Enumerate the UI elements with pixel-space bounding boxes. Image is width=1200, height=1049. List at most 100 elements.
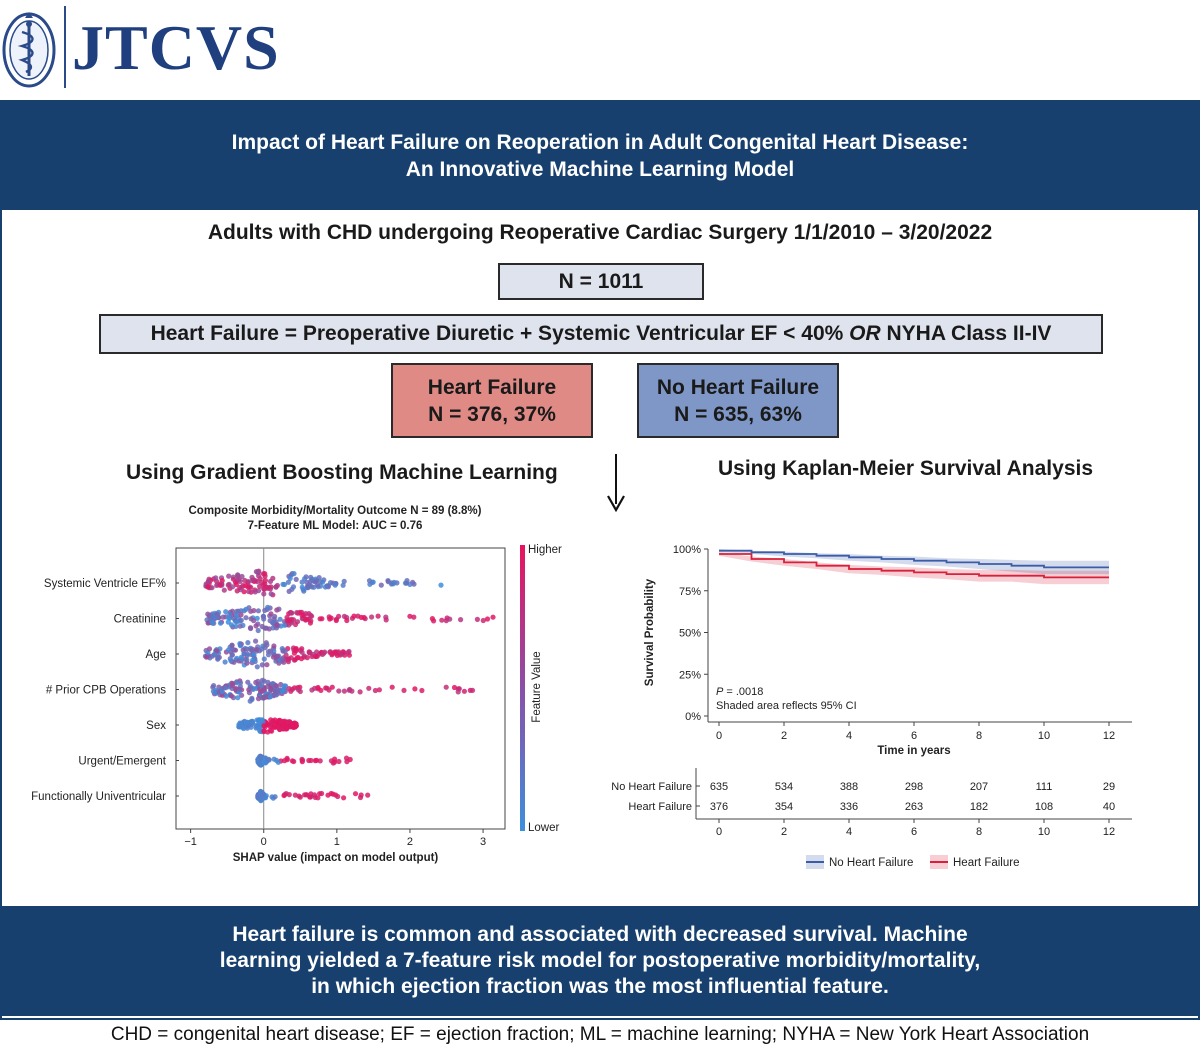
shap-point — [274, 653, 281, 659]
km-curve-hf — [719, 553, 1109, 579]
shap-point — [332, 582, 338, 588]
shap-point — [484, 616, 491, 622]
shap-point — [383, 617, 389, 623]
colorbar-high-label: Higher — [528, 544, 562, 556]
shap-point — [244, 651, 251, 657]
shap-point — [273, 757, 280, 763]
shap-feature-label: Urgent/Emergent — [78, 756, 166, 768]
shap-x-tick-label: 2 — [407, 836, 413, 848]
shap-point — [261, 591, 267, 597]
shap-point — [228, 622, 235, 628]
km-x-tick-label: 0 — [716, 730, 722, 742]
shap-point — [251, 608, 257, 614]
shap-point — [325, 792, 331, 798]
shap-point — [369, 579, 375, 585]
shap-point — [260, 571, 266, 577]
risk-table-cell: 336 — [840, 801, 858, 813]
shap-point — [403, 580, 410, 586]
shap-point — [455, 689, 461, 695]
ml-section-heading: Using Gradient Boosting Machine Learning — [126, 461, 558, 484]
shap-point — [490, 614, 496, 620]
shap-point — [461, 688, 467, 694]
shap-point — [252, 589, 258, 595]
shap-point — [225, 647, 232, 653]
conclusion-line-1: Heart failure is common and associated w… — [232, 923, 968, 946]
shap-point — [389, 684, 395, 690]
shap-point — [223, 685, 229, 691]
shap-point — [336, 758, 342, 765]
cohort-description: Adults with CHD undergoing Reoperative C… — [207, 221, 993, 244]
risk-table-x-tick-label: 10 — [1038, 826, 1050, 838]
shap-point — [443, 684, 449, 690]
shap-point — [299, 584, 305, 590]
no-hf-label: No Heart Failure — [656, 375, 820, 399]
shap-point — [226, 615, 232, 621]
shap-point — [221, 587, 227, 593]
shap-point — [366, 685, 372, 691]
shap-point — [341, 649, 347, 655]
shap-point — [308, 574, 314, 580]
shap-point — [222, 659, 228, 665]
shap-point — [287, 575, 293, 581]
shap-feature-label: Creatinine — [114, 614, 166, 626]
shap-point — [358, 792, 364, 798]
shap-point — [352, 791, 359, 797]
km-x-tick-label: 12 — [1103, 730, 1115, 742]
shap-point — [447, 616, 453, 622]
risk-table-cell: 376 — [710, 801, 728, 813]
shap-point — [255, 627, 261, 634]
shap-point — [341, 688, 347, 694]
shap-point — [262, 625, 268, 631]
shap-point — [209, 619, 215, 625]
shap-point — [296, 793, 302, 799]
shap-x-tick-label: 1 — [334, 836, 340, 848]
shap-point — [248, 719, 254, 725]
shap-point — [229, 642, 235, 648]
definition-part-2: NYHA Class II-IV — [880, 322, 1052, 345]
risk-table-x-tick-label: 2 — [781, 826, 787, 838]
shap-point — [365, 792, 371, 798]
shap-point — [299, 646, 305, 652]
shap-point — [304, 655, 310, 661]
shap-point — [270, 654, 277, 660]
shap-point — [293, 576, 299, 582]
shap-point — [269, 728, 275, 734]
shap-point — [375, 613, 381, 619]
shap-points — [202, 568, 496, 804]
colorbar-title: Feature Value — [531, 651, 543, 722]
shap-point — [248, 625, 254, 632]
risk-table-cell: 29 — [1103, 781, 1115, 793]
total-n-box: N = 1011 — [498, 263, 704, 300]
shap-point — [271, 643, 277, 649]
shap-point — [264, 642, 270, 648]
shap-point — [358, 614, 364, 620]
no-heart-failure-box: No Heart Failure N = 635, 63% — [637, 363, 839, 438]
shap-point — [230, 680, 236, 687]
risk-table-cell: 40 — [1103, 801, 1115, 813]
shap-point — [286, 792, 292, 798]
shap-point — [322, 649, 328, 655]
shap-point — [322, 584, 328, 590]
shap-point — [284, 755, 290, 761]
shap-point — [289, 758, 295, 764]
shap-point — [230, 584, 236, 590]
shap-point — [253, 638, 259, 644]
shap-point — [237, 642, 244, 648]
shap-point — [439, 617, 445, 623]
shap-point — [315, 684, 321, 691]
shap-x-tick-label: −1 — [184, 836, 197, 848]
shap-point — [291, 571, 297, 577]
shap-point — [328, 615, 334, 621]
shap-point — [411, 614, 417, 620]
shap-point — [329, 684, 335, 690]
shap-point — [407, 613, 413, 619]
km-y-tick-label: 75% — [679, 586, 701, 598]
shap-point — [259, 717, 265, 723]
shap-point — [223, 693, 229, 699]
shap-point — [228, 693, 234, 699]
shap-point — [281, 581, 287, 588]
km-section-heading: Using Kaplan-Meier Survival Analysis — [718, 457, 1094, 480]
shap-point — [253, 679, 259, 686]
legend-label-hf: Heart Failure — [953, 857, 1019, 869]
shap-point — [341, 578, 347, 584]
